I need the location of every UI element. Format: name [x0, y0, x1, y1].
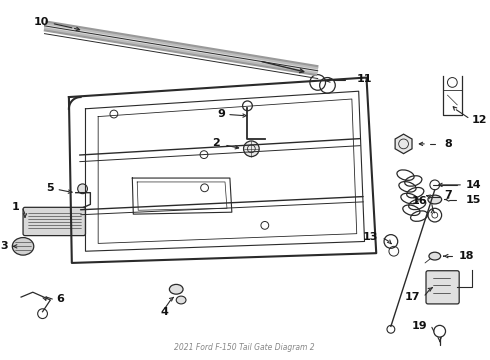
- Text: 10: 10: [34, 17, 49, 27]
- Ellipse shape: [176, 296, 186, 304]
- Text: 2: 2: [212, 138, 220, 148]
- Text: 5: 5: [47, 183, 54, 193]
- Ellipse shape: [429, 252, 441, 260]
- Text: 15: 15: [466, 194, 481, 204]
- FancyBboxPatch shape: [23, 207, 85, 235]
- Polygon shape: [395, 134, 412, 154]
- Text: 16: 16: [412, 197, 427, 207]
- Text: 6: 6: [56, 294, 64, 304]
- Circle shape: [244, 141, 259, 157]
- Text: 4: 4: [161, 307, 169, 317]
- Text: 7: 7: [444, 190, 452, 200]
- Text: 18: 18: [459, 251, 475, 261]
- Text: 8: 8: [444, 139, 452, 149]
- Text: 2021 Ford F-150 Tail Gate Diagram 2: 2021 Ford F-150 Tail Gate Diagram 2: [174, 343, 315, 352]
- Text: 17: 17: [405, 292, 420, 302]
- Text: 11: 11: [357, 73, 372, 84]
- Text: 3: 3: [1, 241, 8, 251]
- FancyBboxPatch shape: [426, 271, 459, 304]
- Text: 9: 9: [217, 109, 225, 119]
- Text: 19: 19: [412, 321, 427, 331]
- Text: 13: 13: [363, 231, 378, 242]
- Text: 1: 1: [11, 202, 19, 212]
- Ellipse shape: [12, 238, 34, 255]
- Text: 12: 12: [472, 114, 488, 125]
- Ellipse shape: [170, 284, 183, 294]
- Text: 14: 14: [466, 180, 482, 190]
- Circle shape: [78, 184, 87, 194]
- Ellipse shape: [428, 195, 441, 204]
